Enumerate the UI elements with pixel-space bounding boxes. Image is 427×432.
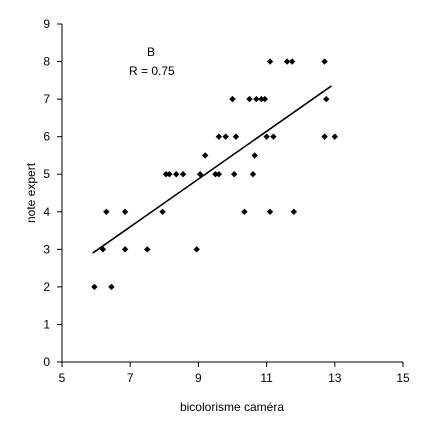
data-point-30 <box>266 58 274 65</box>
data-point-16 <box>215 133 223 140</box>
x-tick-label-4: 13 <box>328 371 342 385</box>
x-tick-label-3: 11 <box>260 371 273 385</box>
data-point-3 <box>108 283 115 291</box>
data-point-20 <box>231 171 238 178</box>
y-axis-title: note expert <box>24 162 38 223</box>
data-point-25 <box>251 152 258 159</box>
data-point-34 <box>288 58 296 65</box>
annotation-label: B <box>147 45 155 59</box>
data-point-10 <box>173 171 180 178</box>
data-point-14 <box>202 152 209 159</box>
y-tick-label-0: 0 <box>43 355 50 369</box>
ticks: 5 7 9 11 13 15 0 1 2 3 4 5 6 7 8 9 <box>43 17 410 385</box>
data-point-29 <box>263 133 270 140</box>
data-points <box>91 58 338 291</box>
data-point-17 <box>215 171 223 178</box>
data-point-32 <box>270 133 277 140</box>
data-point-27 <box>258 95 265 103</box>
y-tick-label-4: 4 <box>43 205 50 219</box>
data-point-2 <box>103 208 110 215</box>
data-point-28 <box>261 95 269 103</box>
trendline <box>92 85 332 254</box>
annotation-correlation: R = 0.75 <box>129 64 175 78</box>
y-tick-label-7: 7 <box>43 92 50 106</box>
data-point-31 <box>266 208 274 215</box>
data-point-33 <box>283 58 291 65</box>
data-point-21 <box>232 133 240 140</box>
y-tick-label-1: 1 <box>43 317 50 331</box>
data-point-15 <box>212 171 219 178</box>
axes <box>61 24 403 363</box>
data-point-26 <box>253 95 260 103</box>
data-point-38 <box>323 95 330 103</box>
data-point-18 <box>222 133 229 140</box>
data-point-4 <box>121 208 129 215</box>
data-point-35 <box>290 208 298 215</box>
x-tick-label-1: 7 <box>127 371 134 385</box>
y-tick-label-9: 9 <box>43 17 50 31</box>
y-tick-label-3: 3 <box>43 242 50 256</box>
data-point-22 <box>241 208 248 215</box>
x-tick-label-0: 5 <box>59 371 66 385</box>
data-point-0 <box>91 283 98 291</box>
x-tick-label-2: 9 <box>195 371 202 385</box>
data-point-5 <box>121 246 129 253</box>
data-point-9 <box>166 171 173 178</box>
x-axis-title: bicolorisme caméra <box>180 400 284 414</box>
data-point-24 <box>249 171 257 178</box>
data-point-39 <box>331 133 338 140</box>
x-tick-label-5: 15 <box>396 371 410 385</box>
data-point-19 <box>229 95 236 103</box>
y-tick-label-2: 2 <box>43 280 50 294</box>
data-point-36 <box>321 58 328 65</box>
data-point-8 <box>162 171 170 178</box>
data-point-12 <box>193 246 200 253</box>
y-tick-label-5: 5 <box>43 167 50 181</box>
y-tick-label-6: 6 <box>43 130 50 144</box>
data-point-23 <box>246 95 253 103</box>
data-point-6 <box>144 246 151 253</box>
data-point-7 <box>159 208 166 215</box>
data-point-37 <box>321 133 328 140</box>
data-point-11 <box>179 171 187 178</box>
y-tick-label-8: 8 <box>43 55 50 69</box>
